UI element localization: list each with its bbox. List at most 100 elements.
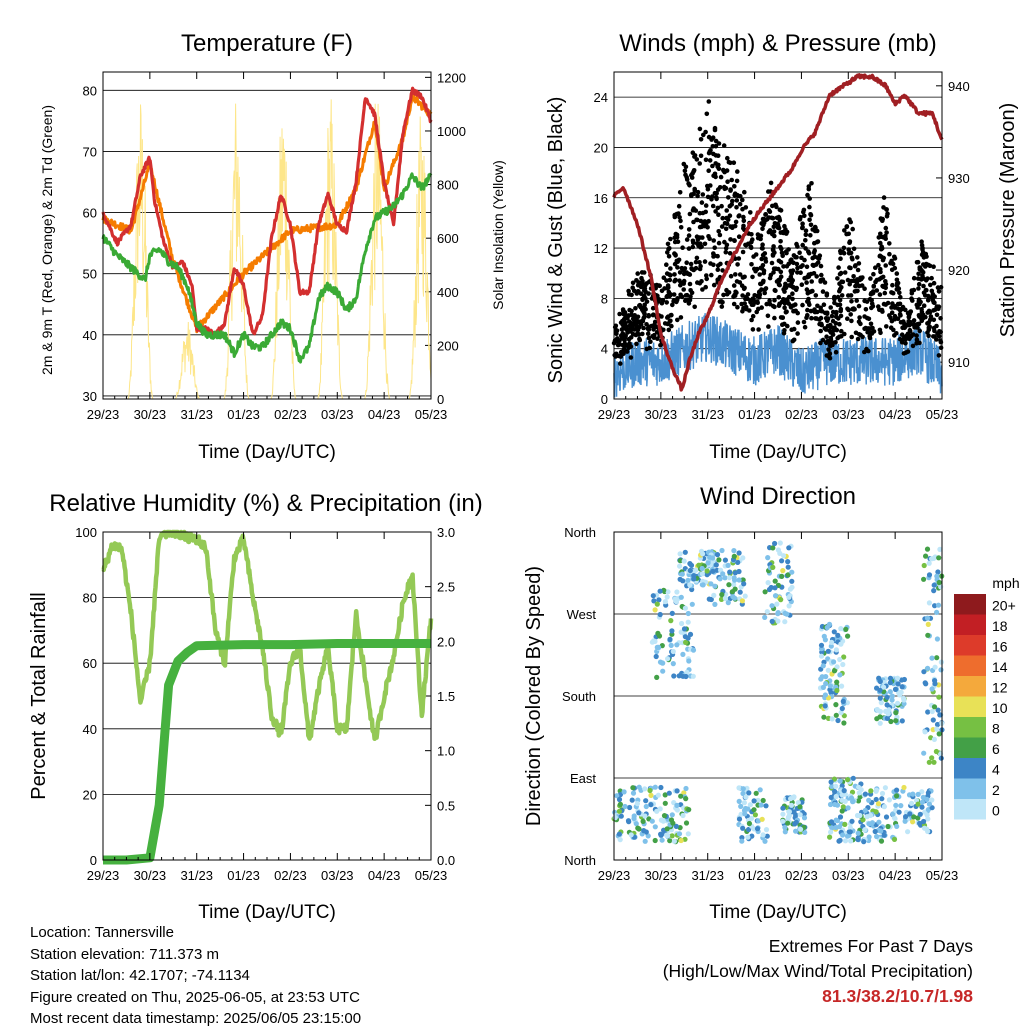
gust-point bbox=[811, 263, 816, 269]
direction-point bbox=[893, 802, 899, 809]
direction-point bbox=[616, 796, 623, 803]
gust-point bbox=[697, 210, 703, 216]
gust-point bbox=[813, 316, 818, 321]
gust-point bbox=[724, 287, 729, 293]
direction-point bbox=[759, 816, 765, 822]
direction-point bbox=[834, 679, 840, 685]
direction-point bbox=[820, 684, 827, 691]
gust-point bbox=[712, 127, 718, 133]
direction-point bbox=[822, 703, 828, 709]
gust-point bbox=[741, 218, 747, 224]
gust-point bbox=[800, 221, 805, 226]
gust-point bbox=[923, 251, 929, 257]
gust-point bbox=[763, 256, 768, 262]
gust-point bbox=[897, 290, 902, 296]
gust-point bbox=[697, 224, 703, 230]
gust-point bbox=[748, 299, 753, 305]
gust-point bbox=[895, 301, 901, 307]
direction-point bbox=[837, 778, 843, 784]
gust-point bbox=[808, 233, 813, 238]
gust-point bbox=[842, 270, 848, 275]
gust-point bbox=[651, 327, 656, 332]
gust-point bbox=[797, 217, 803, 222]
y-tick-label: 24 bbox=[594, 90, 608, 105]
gust-point bbox=[716, 240, 722, 246]
direction-point bbox=[678, 594, 684, 600]
gust-point bbox=[821, 302, 827, 308]
direction-point bbox=[840, 832, 846, 838]
gust-point bbox=[737, 201, 743, 207]
y-tick-label: 100 bbox=[75, 525, 97, 540]
gust-point bbox=[635, 289, 641, 294]
gust-point bbox=[675, 265, 680, 270]
gust-point bbox=[749, 262, 754, 267]
direction-point bbox=[911, 814, 917, 820]
y-tick-label: 20 bbox=[83, 787, 97, 802]
gust-point bbox=[931, 280, 937, 286]
gust-point bbox=[813, 293, 819, 298]
x-tick-label: 31/23 bbox=[180, 868, 213, 883]
direction-point bbox=[839, 792, 845, 798]
gust-point bbox=[703, 157, 709, 163]
direction-point bbox=[841, 720, 847, 726]
direction-point bbox=[654, 674, 660, 681]
gust-point bbox=[911, 318, 917, 323]
gust-point bbox=[741, 214, 746, 220]
gust-point bbox=[920, 245, 925, 251]
extremes-box: Extremes For Past 7 Days (High/Low/Max W… bbox=[663, 934, 973, 1009]
gust-point bbox=[695, 189, 701, 195]
gust-point bbox=[803, 228, 809, 233]
direction-point bbox=[934, 655, 940, 661]
gust-point bbox=[868, 321, 874, 327]
direction-point bbox=[736, 785, 742, 791]
y-tick-label: 80 bbox=[83, 591, 97, 606]
gust-point bbox=[803, 232, 809, 238]
gust-point bbox=[706, 168, 711, 173]
x-tick-label: 04/23 bbox=[368, 868, 401, 883]
direction-point bbox=[670, 648, 676, 655]
direction-point bbox=[917, 820, 923, 827]
gust-point bbox=[648, 339, 653, 345]
y-tick-label: 30 bbox=[83, 389, 97, 404]
gust-point bbox=[876, 262, 881, 268]
gust-point bbox=[839, 328, 844, 334]
direction-point bbox=[747, 802, 754, 808]
gust-point bbox=[762, 290, 767, 296]
direction-point bbox=[630, 785, 636, 791]
gust-point bbox=[742, 301, 747, 306]
legend-swatch bbox=[954, 655, 986, 676]
gust-point bbox=[925, 276, 930, 281]
gust-point bbox=[800, 302, 805, 308]
gust-point bbox=[677, 270, 683, 275]
gust-point bbox=[739, 283, 745, 289]
gust-point bbox=[932, 334, 937, 339]
direction-point bbox=[687, 567, 693, 574]
x-tick-label: 29/23 bbox=[87, 868, 120, 883]
direction-point bbox=[683, 820, 690, 826]
gust-point bbox=[755, 293, 760, 299]
direction-point bbox=[915, 791, 921, 798]
gust-point bbox=[837, 271, 843, 277]
x-tick-label: 31/23 bbox=[691, 407, 724, 422]
direction-point bbox=[931, 555, 937, 562]
gust-point bbox=[812, 228, 818, 234]
gust-point bbox=[807, 196, 812, 201]
direction-point bbox=[655, 630, 661, 637]
direction-point bbox=[845, 777, 851, 783]
direction-point bbox=[841, 788, 847, 794]
direction-point bbox=[643, 803, 649, 810]
x-tick-label: 30/23 bbox=[645, 868, 678, 883]
direction-point bbox=[934, 636, 941, 642]
direction-point bbox=[775, 618, 781, 624]
direction-point bbox=[677, 551, 683, 557]
direction-point bbox=[765, 580, 771, 586]
gust-point bbox=[845, 277, 851, 283]
direction-point bbox=[740, 825, 746, 831]
direction-point bbox=[818, 642, 825, 648]
direction-point bbox=[754, 826, 761, 832]
gust-point bbox=[826, 347, 831, 352]
direction-point bbox=[893, 718, 899, 724]
gust-point bbox=[721, 143, 727, 148]
gust-point bbox=[772, 315, 777, 321]
direction-point bbox=[674, 642, 680, 648]
